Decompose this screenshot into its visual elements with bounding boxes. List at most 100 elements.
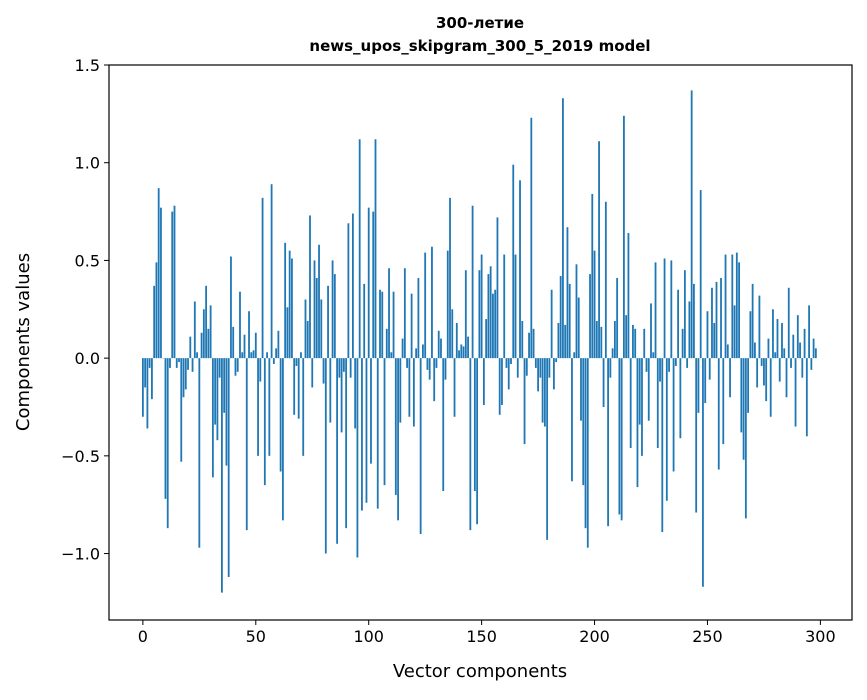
bar — [813, 339, 815, 359]
bar — [621, 358, 623, 520]
bar — [436, 358, 438, 368]
bar — [194, 301, 196, 358]
bar — [219, 358, 221, 378]
bar — [192, 358, 194, 372]
bar — [704, 358, 706, 403]
bar — [605, 202, 607, 358]
bar — [336, 358, 338, 544]
bar — [377, 358, 379, 508]
bar — [743, 358, 745, 460]
bar — [774, 352, 776, 358]
bar — [429, 358, 431, 379]
bar — [609, 358, 611, 378]
bar — [474, 358, 476, 491]
bar — [402, 339, 404, 359]
x-tick-label: 50 — [246, 627, 266, 646]
bar — [201, 333, 203, 358]
bar — [765, 358, 767, 401]
bar — [795, 358, 797, 426]
bar — [318, 245, 320, 358]
bar — [302, 358, 304, 456]
y-axis-label: Components values — [13, 253, 34, 431]
bar — [363, 284, 365, 358]
bar — [250, 352, 252, 358]
y-tick-label: −0.5 — [61, 447, 100, 466]
bar — [268, 358, 270, 456]
bar — [722, 358, 724, 444]
bar — [754, 343, 756, 359]
bar — [287, 307, 289, 358]
y-tick-label: 1.5 — [75, 56, 100, 75]
bar — [499, 358, 501, 415]
bar — [542, 358, 544, 422]
bar — [603, 358, 605, 407]
bar — [675, 358, 677, 366]
bar — [587, 358, 589, 548]
bar — [216, 358, 218, 440]
bar — [779, 358, 781, 381]
bar — [497, 217, 499, 358]
bar — [146, 358, 148, 428]
bar — [582, 358, 584, 485]
bars-group — [142, 90, 817, 592]
bar — [180, 358, 182, 462]
bar — [729, 358, 731, 397]
bar — [573, 352, 575, 358]
bar — [273, 358, 275, 364]
bar — [553, 358, 555, 389]
bar — [307, 321, 309, 358]
bar — [433, 358, 435, 401]
bar — [465, 270, 467, 358]
bar — [223, 358, 225, 413]
bar — [725, 255, 727, 359]
bar — [451, 309, 453, 358]
bar — [160, 208, 162, 358]
bar — [347, 223, 349, 358]
bar — [693, 284, 695, 358]
bar — [275, 348, 277, 358]
bar — [688, 301, 690, 358]
bar — [623, 116, 625, 358]
bar — [438, 331, 440, 358]
bar — [490, 266, 492, 358]
bar — [503, 255, 505, 359]
bar — [716, 282, 718, 358]
bar — [156, 262, 158, 358]
bar — [178, 358, 180, 362]
bar — [203, 309, 205, 358]
bar — [323, 358, 325, 383]
bar — [235, 358, 237, 376]
plot-frame — [109, 65, 852, 620]
bar — [300, 352, 302, 358]
bar — [747, 358, 749, 413]
bar — [198, 358, 200, 548]
bar — [259, 358, 261, 381]
bar — [388, 268, 390, 358]
bar — [422, 344, 424, 358]
bar — [253, 350, 255, 358]
bar — [226, 358, 228, 465]
y-tick-label: 1.0 — [75, 154, 100, 173]
x-tick-label: 300 — [805, 627, 836, 646]
bar — [576, 264, 578, 358]
bar — [501, 358, 503, 405]
bar — [508, 358, 510, 389]
bar — [329, 358, 331, 422]
bar — [393, 292, 395, 358]
bar — [311, 358, 313, 387]
bar — [314, 260, 316, 358]
bar — [564, 325, 566, 358]
bar — [440, 339, 442, 359]
bar — [788, 288, 790, 358]
bar — [370, 358, 372, 464]
bar — [790, 358, 792, 368]
bar — [404, 268, 406, 358]
x-tick-label: 150 — [466, 627, 497, 646]
bar — [745, 358, 747, 518]
bar — [368, 208, 370, 358]
bar — [248, 311, 250, 358]
bar — [255, 333, 257, 358]
bar — [185, 358, 187, 389]
bar — [618, 358, 620, 514]
bar — [334, 274, 336, 358]
